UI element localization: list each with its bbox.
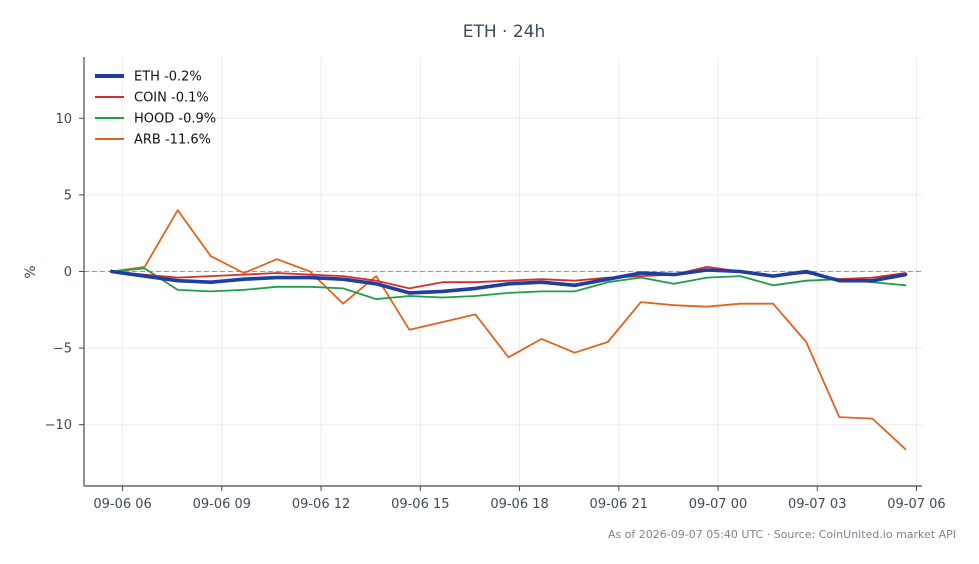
legend-entry: HOOD -0.9% xyxy=(134,112,216,127)
legend: ETH -0.2% COIN -0.1% HOOD -0.9% ARB -11.6% xyxy=(95,70,216,148)
x-tick-label: 09-06 15 xyxy=(391,497,449,512)
y-tick-label: 0 xyxy=(64,265,72,280)
x-tick-label: 09-06 12 xyxy=(292,497,350,512)
series-line-2 xyxy=(110,267,907,301)
y-tick-label: −5 xyxy=(53,342,72,357)
x-tick-label: 09-06 06 xyxy=(93,497,151,512)
x-tick-label: 09-06 09 xyxy=(193,497,251,512)
x-tick-label: 09-06 21 xyxy=(590,497,648,512)
series-layer xyxy=(109,209,908,451)
x-tick-label: 09-07 00 xyxy=(689,497,747,512)
x-tick-label: 09-07 06 xyxy=(887,497,945,512)
y-tick-label: 5 xyxy=(64,188,72,203)
x-tick-label: 09-06 18 xyxy=(490,497,548,512)
ticks-layer: 10 5 0 −5 −10 09-06 06 09-06 09 09-06 12 09-06 1… xyxy=(45,112,946,512)
y-tick-label: 10 xyxy=(55,112,72,127)
x-tick-label: 09-07 03 xyxy=(788,497,846,512)
series-line-3 xyxy=(110,209,907,451)
chart-title: ETH · 24h xyxy=(463,22,546,42)
y-tick-label: −10 xyxy=(45,418,72,433)
legend-entry: COIN -0.1% xyxy=(134,91,209,106)
source-footer: As of 2026-09-07 05:40 UTC · Source: Coi… xyxy=(608,528,956,541)
y-axis-label: % xyxy=(23,265,39,278)
legend-entry: ARB -11.6% xyxy=(134,133,211,148)
series-line-0 xyxy=(109,268,908,295)
legend-entry: ETH -0.2% xyxy=(134,70,202,85)
